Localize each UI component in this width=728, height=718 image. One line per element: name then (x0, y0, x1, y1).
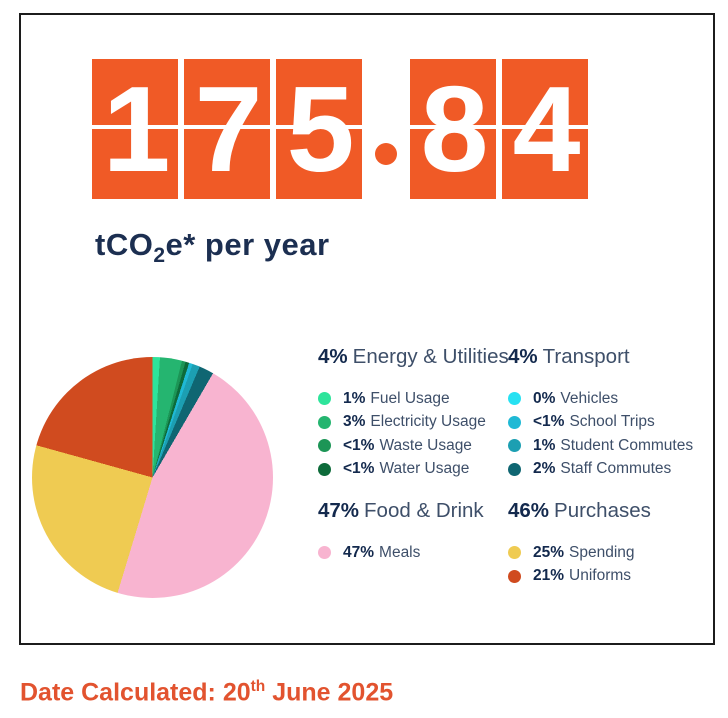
emissions-report-card: 1 7 5 8 4 tCO2e* per year 4% Energy & Uti… (19, 13, 715, 645)
legend-group-header: 46% Purchases (508, 499, 713, 523)
item-percent: <1% (343, 436, 375, 454)
legend-column-right: 4% Transport 0% Vehicles <1% School Trips 1… (508, 345, 713, 588)
group-name: Transport (542, 345, 630, 368)
date-ordinal-superscript: th (250, 678, 266, 695)
legend-bullet (508, 439, 521, 453)
emissions-pie-chart (32, 357, 273, 598)
group-name: Food & Drink (364, 499, 484, 522)
legend-item-vehicles: 0% Vehicles (508, 387, 713, 411)
date-calculated-label: Date Calculated: 20th June 2025 (20, 678, 393, 707)
flip-digit: 1 (102, 61, 171, 197)
flip-digit-tile: 5 (276, 59, 362, 199)
legend-item-staff-commutes: 2% Staff Commutes (508, 458, 713, 482)
item-label: Spending (569, 543, 635, 561)
unit-label-subscript: 2 (153, 244, 166, 267)
flip-digit: 7 (194, 61, 263, 197)
flip-digit-tile: 4 (502, 59, 588, 199)
legend-item-fuel-usage: 1% Fuel Usage (318, 387, 503, 411)
legend-column-left: 4% Energy & Utilities 1% Fuel Usage 3% Elec… (318, 345, 509, 565)
item-label: Student Commutes (560, 436, 694, 454)
item-percent: 25% (533, 543, 565, 561)
flip-digit-tile: 1 (92, 59, 178, 199)
item-label: Staff Commutes (560, 460, 672, 478)
decimal-separator-gap (368, 59, 404, 199)
legend-group-purchases: 46% Purchases 25% Spending 21% Uniforms (508, 499, 713, 588)
item-label: Fuel Usage (370, 389, 450, 407)
item-label: Uniforms (569, 567, 632, 585)
group-name: Purchases (554, 499, 651, 522)
item-percent: 1% (343, 389, 366, 407)
item-label: School Trips (569, 413, 655, 431)
legend-bullet (508, 415, 521, 429)
legend-bullet (508, 546, 521, 560)
flip-digit: 8 (420, 61, 489, 197)
legend-item-water-usage: <1% Water Usage (318, 458, 503, 482)
item-label: Electricity Usage (370, 413, 486, 431)
legend-bullet (318, 415, 331, 429)
legend-item-uniforms: 21% Uniforms (508, 565, 713, 589)
group-percent: 4% (318, 345, 348, 368)
item-label: Meals (379, 543, 421, 561)
legend-item-meals: 47% Meals (318, 541, 503, 565)
legend-item-school-trips: <1% School Trips (508, 411, 713, 435)
group-percent: 46% (508, 499, 550, 522)
date-text: Date Calculated: 20 (20, 678, 251, 707)
legend-group-transport: 4% Transport 0% Vehicles <1% School Trips 1… (508, 345, 713, 481)
item-label: Water Usage (379, 460, 470, 478)
legend-group-header: 4% Energy & Utilities (318, 345, 509, 369)
item-percent: <1% (533, 413, 565, 431)
legend-group-food-drink: 47% Food & Drink 47% Meals (318, 499, 503, 565)
flip-clock-display: 1 7 5 8 4 (92, 59, 594, 199)
item-percent: 21% (533, 567, 565, 585)
legend-group-header: 47% Food & Drink (318, 499, 503, 523)
unit-label-pre: tCO (95, 227, 154, 262)
decimal-point-dot (375, 143, 397, 165)
legend-bullet (508, 462, 521, 476)
item-percent: 1% (533, 436, 556, 454)
legend-bullet (508, 392, 521, 406)
date-text: June 2025 (265, 678, 394, 707)
item-percent: 2% (533, 460, 556, 478)
legend-item-waste-usage: <1% Waste Usage (318, 434, 503, 458)
group-percent: 47% (318, 499, 360, 522)
legend-item-spending: 25% Spending (508, 541, 713, 565)
legend-bullet (318, 392, 331, 406)
unit-label: tCO2e* per year (95, 227, 330, 267)
legend-bullet (318, 546, 331, 560)
legend-bullet (318, 462, 331, 476)
legend-item-student-commutes: 1% Student Commutes (508, 434, 713, 458)
flip-digit-tile: 7 (184, 59, 270, 199)
item-label: Vehicles (560, 389, 619, 407)
legend-group-energy-utilities: 4% Energy & Utilities 1% Fuel Usage 3% Elec… (318, 345, 509, 482)
item-percent: 0% (533, 389, 556, 407)
item-percent: 3% (343, 413, 366, 431)
flip-digit: 5 (286, 61, 355, 197)
flip-digit-tile: 8 (410, 59, 496, 199)
group-name: Energy & Utilities (352, 345, 509, 368)
legend-item-electricity-usage: 3% Electricity Usage (318, 411, 503, 435)
group-percent: 4% (508, 345, 538, 368)
item-label: Waste Usage (379, 436, 472, 454)
legend-bullet (318, 439, 331, 453)
unit-label-post: e* per year (165, 227, 330, 262)
flip-digit: 4 (512, 61, 581, 197)
item-percent: <1% (343, 460, 375, 478)
legend-group-header: 4% Transport (508, 345, 713, 369)
item-percent: 47% (343, 543, 375, 561)
legend-bullet (508, 569, 521, 583)
